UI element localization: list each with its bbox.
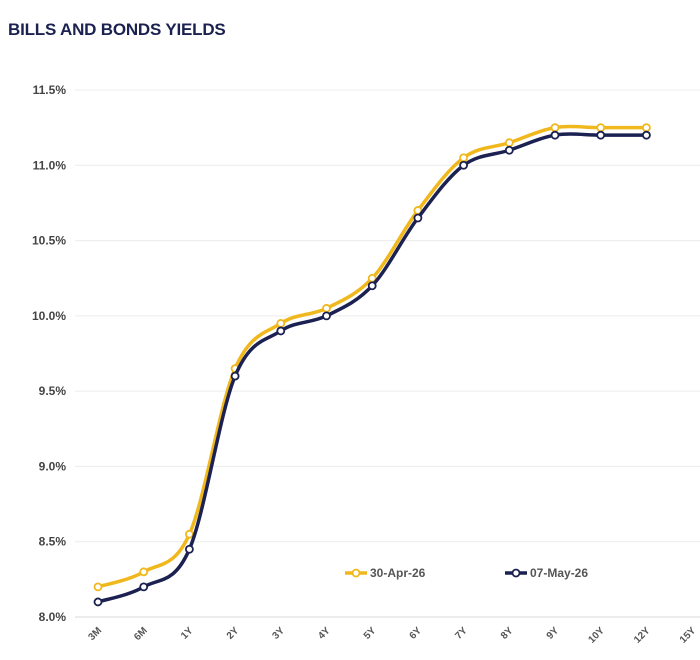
data-point — [139, 567, 149, 577]
data-point — [550, 130, 560, 140]
x-tick-label: 6Y — [408, 625, 425, 642]
data-point — [322, 311, 331, 321]
data-point — [322, 303, 331, 313]
data-point — [184, 529, 194, 539]
series-line-2 — [96, 132, 649, 604]
data-point — [139, 582, 149, 592]
x-tick-label: 6M — [132, 625, 150, 643]
x-tick-label: 1Y — [179, 625, 196, 642]
x-tick-label: 3M — [87, 625, 105, 643]
data-point — [413, 213, 423, 223]
chart-title: BILLS AND BONDS YIELDS — [8, 20, 226, 39]
data-point — [550, 123, 560, 133]
legend-swatch-marker — [511, 568, 521, 578]
y-tick-label: 11.5% — [33, 83, 67, 97]
data-point — [93, 582, 103, 592]
x-tick-label: 4Y — [316, 625, 333, 642]
data-point — [276, 318, 286, 328]
legend-swatch-marker — [351, 568, 361, 578]
data-point — [642, 130, 651, 140]
y-tick-label: 9.0% — [39, 459, 67, 473]
y-tick-label: 10.0% — [32, 309, 66, 323]
y-tick-label: 9.5% — [39, 384, 67, 398]
x-tick-label: 8Y — [499, 625, 516, 642]
x-tick-label: 15Y — [678, 625, 699, 646]
x-tick-label: 10Y — [586, 625, 607, 646]
x-tick-label: 12Y — [632, 625, 653, 646]
legend-label: 07-May-26 — [530, 566, 588, 580]
x-tick-label: 2Y — [225, 625, 242, 642]
data-point — [276, 326, 286, 336]
data-point — [184, 544, 194, 554]
data-point — [367, 281, 377, 291]
data-point — [459, 160, 469, 170]
data-point — [596, 123, 606, 133]
data-point — [504, 145, 514, 155]
series-line-1 — [96, 124, 649, 589]
data-point — [642, 123, 651, 133]
legend-label: 30-Apr-26 — [370, 566, 426, 580]
data-point — [230, 371, 240, 381]
data-point — [596, 130, 606, 140]
data-point — [504, 138, 514, 148]
y-tick-label: 11.0% — [33, 158, 67, 172]
x-tick-label: 5Y — [362, 625, 379, 642]
data-point — [93, 597, 103, 607]
x-tick-label: 9Y — [545, 625, 562, 642]
x-tick-label: 3Y — [270, 625, 287, 642]
x-tick-label: 7Y — [453, 625, 470, 642]
y-tick-label: 10.5% — [32, 234, 66, 248]
y-tick-label: 8.0% — [39, 610, 67, 624]
y-tick-label: 8.5% — [39, 535, 67, 549]
data-point — [459, 153, 469, 163]
